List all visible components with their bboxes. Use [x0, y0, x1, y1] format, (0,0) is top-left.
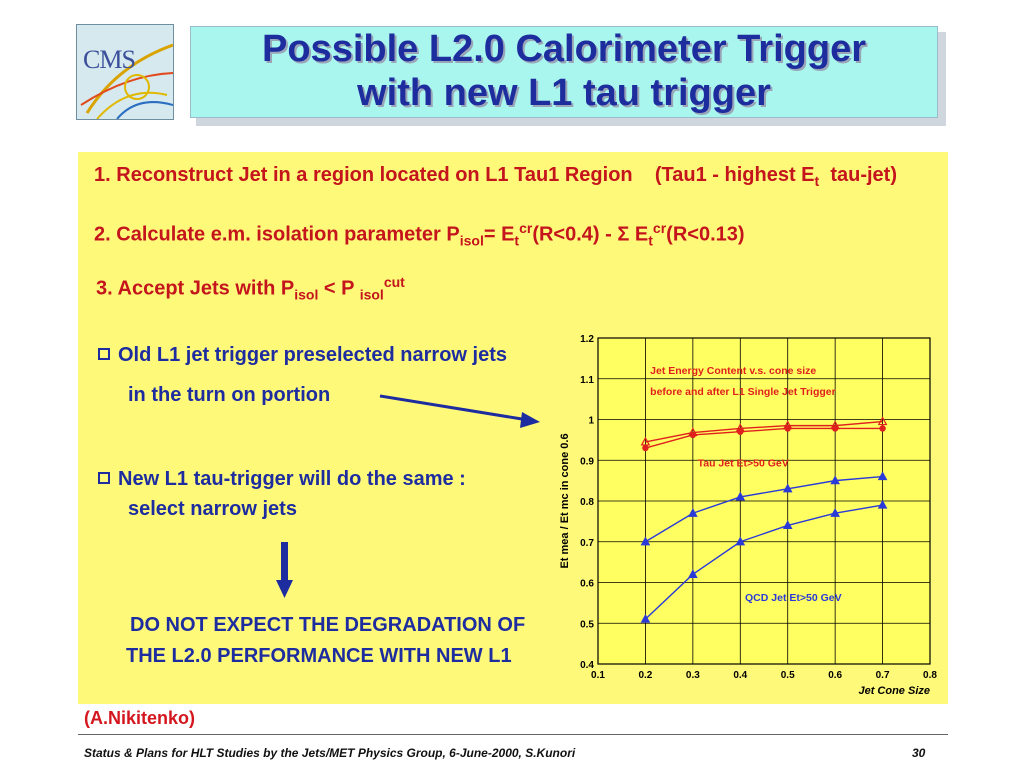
data-point	[735, 491, 746, 501]
bullet-2-continued: select narrow jets	[128, 498, 297, 521]
data-point	[831, 425, 839, 432]
step-1-number: 1.	[94, 164, 111, 186]
cms-logo-graphic	[80, 43, 173, 119]
y-axis-label: Et mea / Et mc in cone 0.6	[559, 433, 571, 568]
data-point	[737, 428, 744, 435]
chart-annotation: Jet Energy Content v.s. cone size	[650, 365, 816, 377]
footer-text: Status & Plans for HLT Studies by the Je…	[84, 746, 576, 760]
logo-text: CMS	[83, 45, 136, 74]
bullet-2: New L1 tau-trigger will do the same :	[98, 468, 466, 491]
x-axis-label: Jet Cone Size	[858, 685, 930, 697]
y-tick-label: 0.5	[580, 619, 594, 630]
step-3-mid: < P	[318, 277, 360, 300]
data-point	[782, 520, 793, 530]
step-2-text: Calculate e.m. isolation parameter P	[116, 223, 460, 246]
data-point	[640, 613, 651, 623]
series-line	[645, 427, 883, 449]
step-2-sup-2: cr	[519, 220, 533, 236]
conclusion-line-2: THE L2.0 PERFORMANCE WITH NEW L1	[126, 645, 512, 667]
bullet-2-line-1: New L1 tau-trigger will do the same :	[118, 468, 466, 490]
x-tick-label: 0.3	[686, 670, 700, 681]
data-point	[877, 416, 888, 426]
chart-annotation: Tau Jet Et>50 GeV	[698, 457, 789, 469]
y-tick-label: 0.6	[580, 579, 594, 590]
step-2-sub-1: isol	[459, 232, 484, 249]
series-line	[644, 504, 883, 620]
data-point	[784, 425, 791, 432]
step-1-note: (Tau1 - highest E	[654, 164, 815, 186]
x-tick-label: 0.2	[638, 670, 652, 681]
step-3-sup-2: cut	[383, 274, 405, 290]
data-point	[877, 471, 888, 481]
bullet-1-line-2: in the turn on portion	[128, 384, 331, 406]
step-2-number: 2.	[94, 223, 111, 246]
step-1-text: Reconstruct Jet in a region located on L…	[116, 164, 633, 186]
y-tick-label: 1.1	[580, 375, 594, 386]
data-point	[735, 536, 746, 546]
page-number: 30	[912, 746, 926, 760]
x-tick-label: 0.4	[733, 670, 747, 681]
page-title-line-2: with new L1 tau trigger	[357, 72, 771, 114]
step-1-note-sub: t	[814, 173, 820, 189]
chart-annotation: QCD Jet Et>50 GeV	[745, 592, 842, 604]
data-point	[688, 569, 698, 578]
step-2-sup-3: cr	[652, 220, 667, 236]
step-1-note-end: tau-jet)	[830, 164, 897, 186]
bullet-1-continued: in the turn on portion	[128, 384, 330, 407]
step-2: 2. Calculate e.m. isolation parameter Pi…	[94, 220, 745, 249]
footer-divider	[78, 734, 948, 735]
data-point	[830, 507, 840, 517]
y-tick-label: 1.2	[580, 334, 594, 345]
data-point	[782, 483, 793, 493]
step-3: 3. Accept Jets with Pisol < P isolcut	[96, 274, 405, 303]
checkbox-bullet-icon	[98, 472, 110, 484]
data-point	[879, 425, 886, 432]
checkbox-bullet-icon	[98, 348, 110, 360]
author-credit: (A.Nikitenko)	[84, 708, 196, 728]
x-tick-label: 0.8	[923, 670, 937, 681]
y-tick-label: 0.7	[580, 538, 594, 549]
jet-energy-chart: 0.1 0.2 0.3 0.4 0.5 0.6 0.7 0.8 0.4 0.5 0.6 0.7 0.8 0…	[559, 334, 937, 697]
data-point	[877, 499, 888, 509]
y-tick-label: 0.8	[580, 497, 594, 508]
step-3-number: 3.	[96, 277, 113, 300]
cms-logo: CMS	[76, 24, 174, 120]
step-1: 1. Reconstruct Jet in a region located o…	[94, 164, 897, 189]
title-box: Possible L2.0 Calorimeter Trigger with n…	[190, 26, 938, 118]
step-2-sub-3: t	[648, 232, 653, 249]
step-3-sub-1: isol	[294, 286, 319, 303]
step-2-eq: = E	[483, 223, 515, 246]
series-line	[645, 420, 883, 443]
step-2-sub-2: t	[514, 232, 520, 249]
y-tick-label: 0.9	[580, 456, 594, 467]
x-tick-label: 0.1	[591, 670, 605, 681]
data-point	[830, 475, 840, 485]
chart-annotation: before and after L1 Single Jet Trigger	[650, 386, 836, 398]
x-tick-label: 0.5	[781, 670, 795, 681]
data-point	[688, 507, 698, 517]
step-2-end: (R<0.13)	[666, 223, 745, 246]
data-point	[689, 431, 697, 439]
step-3-text: Accept Jets with P	[117, 277, 295, 300]
series-line	[645, 475, 883, 543]
data-point	[640, 536, 651, 546]
bullet-1-line-1: Old L1 jet trigger preselected narrow je…	[118, 344, 508, 366]
data-point	[642, 444, 649, 452]
y-tick-label: 1	[588, 416, 594, 427]
step-3-sub-2: isol	[359, 286, 384, 303]
x-tick-label: 0.6	[828, 670, 842, 681]
conclusion-line-1: DO NOT EXPECT THE DEGRADATION OF	[130, 614, 526, 636]
bullet-2-line-2: select narrow jets	[128, 498, 297, 520]
page-title-line-1: Possible L2.0 Calorimeter Trigger	[262, 28, 866, 70]
y-tick-label: 0.4	[580, 660, 594, 671]
bullet-1: Old L1 jet trigger preselected narrow je…	[98, 344, 507, 367]
step-2-mid: (R<0.4) - Σ E	[532, 223, 649, 246]
x-tick-label: 0.7	[876, 670, 890, 681]
